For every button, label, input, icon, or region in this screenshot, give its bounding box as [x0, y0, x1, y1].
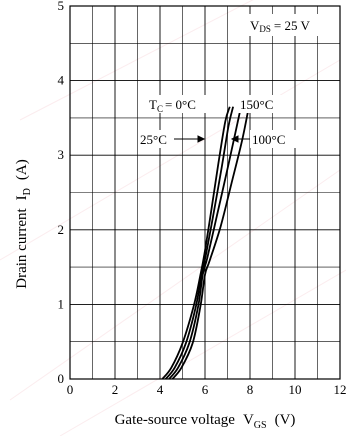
y-tick-label: 4: [58, 73, 65, 88]
y-tick-label: 3: [58, 147, 65, 162]
y-tick-label: 2: [58, 222, 65, 237]
svg-text:VDS= 25 V: VDS= 25 V: [250, 18, 311, 34]
vds-annotation: VDS= 25 V: [240, 14, 328, 36]
x-tick-label: 12: [334, 382, 346, 397]
x-tick-label: 8: [247, 382, 254, 397]
x-tick-label: 6: [202, 382, 209, 397]
x-tick-label: 4: [157, 382, 164, 397]
grid-lines: [70, 6, 340, 379]
series-line-25C: [166, 107, 234, 379]
y-tick-label: 0: [58, 371, 65, 386]
series-label-150C: 150°C: [240, 97, 273, 112]
y-tick-label: 1: [58, 296, 65, 311]
vds-subscript: DS: [259, 24, 271, 34]
vds-value: = 25 V: [274, 18, 311, 33]
x-tick-label: 10: [289, 382, 302, 397]
x-tick-label: 0: [67, 382, 74, 397]
series-label-25C: 25°C: [140, 132, 167, 147]
y-axis-label: Drain currentID(A): [14, 159, 33, 288]
series-label-100C: 100°C: [252, 132, 285, 147]
x-tick-label: 2: [112, 382, 119, 397]
series-label-0C: TC= 0°C: [149, 97, 196, 114]
y-tick-label: 5: [58, 0, 65, 13]
